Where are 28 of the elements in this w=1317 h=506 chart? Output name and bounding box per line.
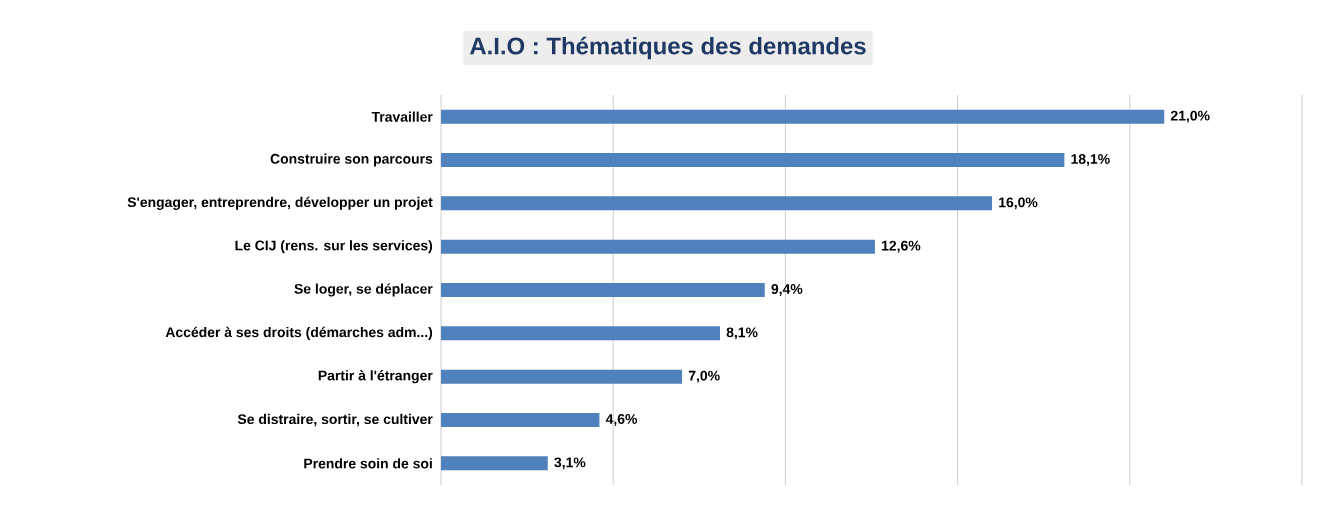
bar [441,413,600,427]
bar [441,153,1065,168]
y-tick-label: Prendre soin de soi [304,458,432,469]
y-tick-label: S'engager, entreprendre, développer un projet [127,196,433,210]
data-label: 9,4% [771,284,803,296]
bar [441,283,765,297]
data-label: 3,1% [554,457,586,470]
data-label: 7,0% [688,370,720,383]
y-tick-label: Partir à l'étranger [318,370,433,384]
data-label: 8,1% [726,327,758,340]
data-label: 4,6% [605,414,638,426]
y-tick-label: Travailler [371,111,433,122]
y-tick-label: Construire son parcours [270,153,433,167]
data-label: 16,0% [999,197,1038,210]
data-label: 18,1% [1071,154,1110,166]
bar [441,456,548,471]
y-tick-label: Le CIJ (rens. sur les services) [235,240,433,254]
data-label: 21,0% [1170,110,1210,123]
bar [441,109,1165,124]
data-label: 12,6% [882,240,921,253]
bar [441,326,720,341]
bar [441,239,875,254]
bar [441,196,993,211]
y-tick-label: Accéder à ses droits (démarches adm...) [165,326,433,340]
y-tick-label: Se loger, se déplacer [294,283,433,297]
bar [441,369,683,384]
y-tick-label: Se distraire, sortir, se cultiver [237,413,433,427]
chart-title: A.I.O : Thématiques des demandes [469,36,866,60]
